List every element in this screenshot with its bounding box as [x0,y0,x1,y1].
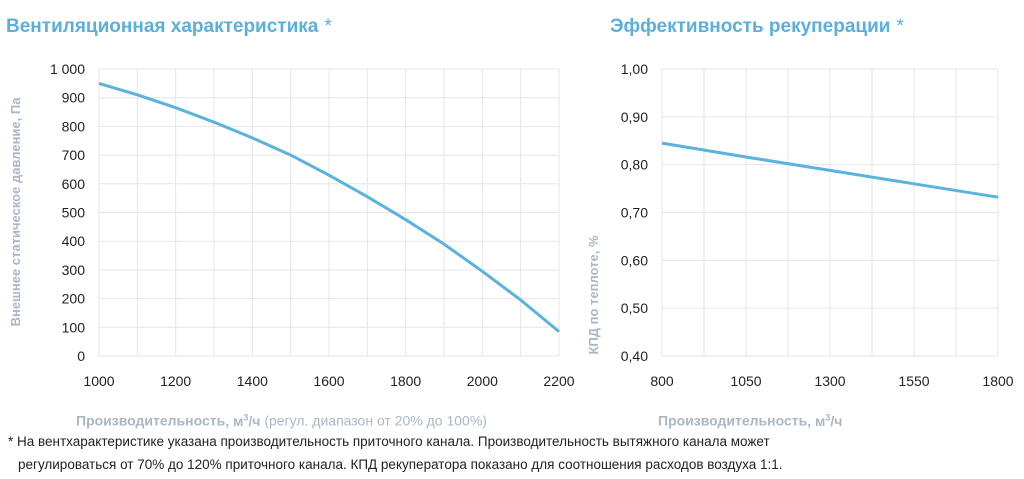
recuperation-x-tick-label: 1300 [814,373,845,389]
chart-title-recuperation: Эффективность рекуперации * [610,16,904,37]
recuperation-y-tick-label: 0,60 [621,252,648,268]
recuperation-x-tick-label: 800 [650,373,674,389]
recuperation-y-tick-label: 1,00 [621,61,648,77]
ventilation-x-tick-label: 1000 [83,373,114,389]
ventilation-x-tick-label: 2200 [543,373,574,389]
chart-title-ventilation: Вентиляционная характеристика * [6,16,332,37]
x-axis-label-capacity-right: Производительность, м3/ч [658,412,843,429]
recuperation-y-tick-label: 0,50 [621,300,648,316]
ventilation-x-tick-label: 2000 [467,373,498,389]
ventilation-y-tick-label: 500 [62,205,86,221]
recuperation-y-tick-label: 0,40 [621,348,648,364]
recuperation-x-tick-label: 1050 [730,373,761,389]
y-axis-label-efficiency: КПД по теплоте, % [586,235,601,355]
y-axis-label-pressure: Внешнее статическое давление, Па [8,97,23,327]
recuperation-y-tick-label: 0,90 [621,109,648,125]
ventilation-y-tick-label: 400 [62,233,86,249]
ventilation-x-tick-label: 1600 [313,373,344,389]
ventilation-y-tick-label: 300 [62,262,86,278]
ventilation-x-tick-label: 1400 [237,373,268,389]
footnote-line-1: * На вентхарактеристике указана производ… [8,434,770,449]
recuperation-x-tick-label: 1800 [982,373,1013,389]
ventilation-curve [98,81,560,333]
ventilation-y-tick-label: 900 [62,90,86,106]
ventilation-x-tick-label: 1200 [160,373,191,389]
ventilation-y-tick-label: 0 [77,348,85,364]
efficiency-line [661,141,999,199]
x-axis-label-capacity-left: Производительность, м3/ч (регул. диапазо… [76,412,487,429]
recuperation-x-tick-label: 1550 [898,373,929,389]
recuperation-y-tick-label: 0,70 [621,205,648,221]
ventilation-y-tick-label: 1 000 [50,61,85,77]
ventilation-x-tick-label: 1800 [390,373,421,389]
ventilation-y-tick-label: 100 [62,319,86,335]
footnote-line-2: регулироваться от 70% до 120% приточного… [18,457,783,472]
recuperation-y-tick-label: 0,80 [621,157,648,173]
ventilation-y-tick-label: 200 [62,291,86,307]
ventilation-y-tick-label: 800 [62,118,86,134]
ventilation-y-tick-label: 600 [62,176,86,192]
ventilation-y-tick-label: 700 [62,147,86,163]
